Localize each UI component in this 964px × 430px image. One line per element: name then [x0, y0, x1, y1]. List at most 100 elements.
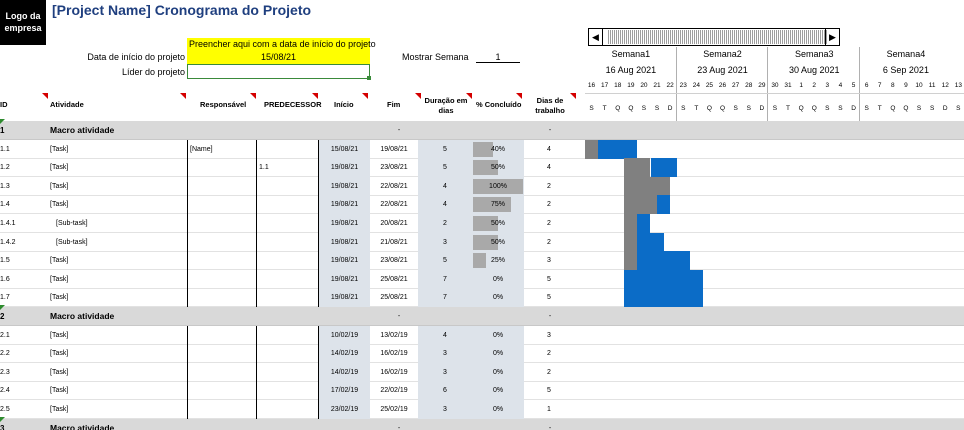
table-row[interactable]: 1.4.2 [Sub-task] 19/08/21 21/08/21 3 50% 2 — [0, 232, 964, 252]
row-responsible[interactable] — [187, 176, 255, 196]
row-predecessor[interactable] — [256, 251, 316, 271]
row-start[interactable]: 15/08/21 — [318, 139, 370, 159]
row-responsible[interactable] — [187, 362, 255, 382]
row-responsible[interactable] — [187, 251, 255, 271]
row-responsible[interactable] — [187, 325, 255, 345]
project-lead-input[interactable] — [187, 64, 370, 79]
scroll-track[interactable] — [607, 30, 827, 44]
table-row[interactable]: 1.7 [Task] 19/08/21 25/08/21 7 0% 5 — [0, 288, 964, 308]
row-duration[interactable]: 4 — [418, 195, 472, 215]
row-duration[interactable]: 4 — [418, 325, 472, 345]
row-predecessor[interactable] — [256, 232, 316, 252]
row-activity[interactable]: [Task] — [50, 164, 69, 172]
row-start[interactable]: 19/08/21 — [318, 251, 370, 271]
row-percent-cell[interactable]: 0% — [472, 269, 524, 289]
row-duration[interactable]: 7 — [418, 288, 472, 308]
row-activity[interactable]: Macro atividade — [50, 422, 115, 430]
row-activity[interactable]: [Task] — [50, 182, 69, 190]
row-percent-cell[interactable]: 100% — [472, 176, 524, 196]
row-start[interactable]: 19/08/21 — [318, 176, 370, 196]
row-responsible[interactable] — [187, 158, 255, 178]
row-start[interactable]: 19/08/21 — [318, 232, 370, 252]
row-predecessor[interactable] — [256, 400, 316, 419]
row-predecessor[interactable] — [256, 344, 316, 364]
row-percent-cell[interactable]: 40% — [472, 139, 524, 159]
row-percent-cell[interactable]: 50% — [472, 214, 524, 233]
row-percent-cell[interactable]: 50% — [472, 158, 524, 178]
row-duration[interactable]: 5 — [418, 158, 472, 178]
row-activity[interactable]: [Sub-task] — [56, 220, 88, 227]
row-percent-cell[interactable]: 0% — [472, 362, 524, 382]
row-start[interactable]: 14/02/19 — [318, 362, 370, 382]
scroll-right-arrow-icon[interactable]: ▶ — [825, 29, 839, 45]
row-start[interactable]: 23/02/19 — [318, 400, 370, 419]
row-percent-cell[interactable]: 25% — [472, 251, 524, 271]
row-predecessor[interactable] — [256, 139, 316, 159]
row-activity[interactable]: [Task] — [50, 201, 69, 209]
row-predecessor[interactable] — [256, 325, 316, 345]
row-responsible[interactable] — [187, 269, 255, 289]
row-duration[interactable]: 3 — [418, 362, 472, 382]
row-percent-cell[interactable]: 0% — [472, 288, 524, 308]
row-responsible[interactable] — [187, 288, 255, 308]
row-activity[interactable]: [Task] — [50, 331, 69, 339]
row-start[interactable]: 19/08/21 — [318, 288, 370, 308]
row-duration[interactable]: 3 — [418, 344, 472, 364]
row-activity[interactable]: Macro atividade — [50, 125, 115, 135]
row-start[interactable]: 19/08/21 — [318, 269, 370, 289]
row-start[interactable]: 10/02/19 — [318, 325, 370, 345]
row-duration[interactable]: 3 — [418, 400, 472, 419]
table-row[interactable]: 2.3 [Task] 14/02/19 16/02/19 3 0% 2 — [0, 362, 964, 382]
row-predecessor[interactable] — [256, 176, 316, 196]
row-start[interactable]: 17/02/19 — [318, 381, 370, 401]
row-responsible[interactable]: [Name] — [187, 139, 255, 159]
row-responsible[interactable] — [187, 381, 255, 401]
row-responsible[interactable] — [187, 232, 255, 252]
table-row[interactable]: 1.2 [Task] 1.1 19/08/21 23/08/21 5 50% 4 — [0, 158, 964, 178]
row-responsible[interactable] — [187, 344, 255, 364]
row-activity[interactable]: [Sub-task] — [56, 238, 88, 246]
row-activity[interactable]: [Task] — [50, 406, 69, 413]
start-date-input[interactable]: 15/08/21 — [187, 50, 370, 64]
macro-row[interactable]: 1 Macro atividade - - — [0, 119, 964, 140]
row-activity[interactable]: [Task] — [50, 145, 69, 153]
table-row[interactable]: 1.6 [Task] 19/08/21 25/08/21 7 0% 5 — [0, 269, 964, 289]
row-percent-cell[interactable]: 0% — [472, 381, 524, 401]
row-predecessor[interactable] — [256, 362, 316, 382]
row-activity[interactable]: [Task] — [50, 368, 69, 376]
table-row[interactable]: 2.4 [Task] 17/02/19 22/02/19 6 0% 5 — [0, 381, 964, 401]
scroll-left-arrow-icon[interactable]: ◀ — [589, 29, 603, 45]
row-responsible[interactable] — [187, 400, 255, 419]
row-start[interactable]: 19/08/21 — [318, 214, 370, 233]
macro-row[interactable]: 2 Macro atividade - - — [0, 305, 964, 326]
table-row[interactable]: 2.2 [Task] 14/02/19 16/02/19 3 0% 2 — [0, 344, 964, 364]
fill-handle[interactable] — [367, 76, 371, 80]
row-activity[interactable]: Macro atividade — [50, 311, 115, 321]
table-row[interactable]: 1.4.1 [Sub-task] 19/08/21 20/08/21 2 50% 2 — [0, 214, 964, 233]
row-start[interactable]: 19/08/21 — [318, 195, 370, 215]
row-start[interactable]: 14/02/19 — [318, 344, 370, 364]
row-duration[interactable]: 3 — [418, 232, 472, 252]
row-percent-cell[interactable]: 0% — [472, 400, 524, 419]
row-activity[interactable]: [Task] — [50, 275, 69, 283]
row-activity[interactable]: [Task] — [50, 387, 69, 395]
row-percent-cell[interactable]: 0% — [472, 344, 524, 364]
row-activity[interactable]: [Task] — [50, 350, 69, 358]
row-start[interactable]: 19/08/21 — [318, 158, 370, 178]
week-scrollbar[interactable]: ◀ ▶ — [588, 28, 840, 46]
row-predecessor[interactable] — [256, 381, 316, 401]
table-row[interactable]: 1.5 [Task] 19/08/21 23/08/21 5 25% 3 — [0, 251, 964, 271]
row-duration[interactable]: 7 — [418, 269, 472, 289]
table-row[interactable]: 1.4 [Task] 19/08/21 22/08/21 4 75% 2 — [0, 195, 964, 215]
row-duration[interactable]: 4 — [418, 176, 472, 196]
table-row[interactable]: 1.3 [Task] 19/08/21 22/08/21 4 100% 2 — [0, 176, 964, 196]
row-predecessor[interactable]: 1.1 — [256, 158, 316, 178]
row-duration[interactable]: 2 — [418, 214, 472, 233]
row-predecessor[interactable] — [256, 214, 316, 233]
table-row[interactable]: 1.1 [Task] [Name] 15/08/21 19/08/21 5 40% 4 — [0, 139, 964, 159]
macro-row[interactable]: 3 Macro atividade - - — [0, 416, 964, 430]
row-responsible[interactable] — [187, 214, 255, 233]
show-week-input[interactable]: 1 — [476, 52, 520, 63]
table-row[interactable]: 2.1 [Task] 10/02/19 13/02/19 4 0% 3 — [0, 325, 964, 345]
row-duration[interactable]: 5 — [418, 251, 472, 271]
